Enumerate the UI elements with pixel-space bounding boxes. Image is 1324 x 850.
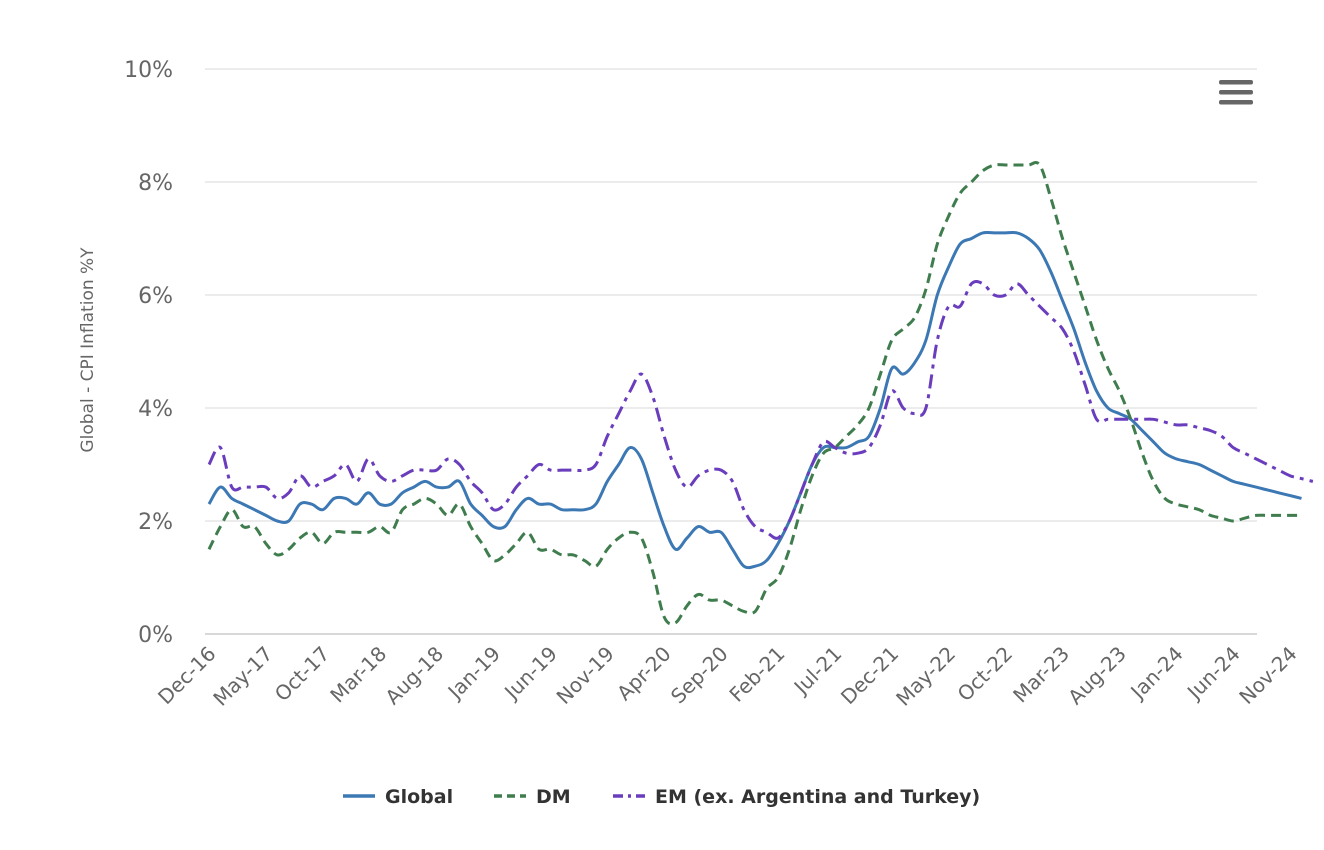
series-line-2 xyxy=(207,280,1314,540)
x-tick-label: Jan-24 xyxy=(1125,642,1188,705)
x-tick-label: Jan-19 xyxy=(442,642,505,705)
x-axis-ticks: Dec-16May-17Oct-17Mar-18Aug-18Jan-19Jun-… xyxy=(153,642,1302,711)
legend-item-global[interactable]: Global xyxy=(343,786,453,808)
x-tick-label: Mar-18 xyxy=(325,642,391,708)
hamburger-menu-icon[interactable] xyxy=(1219,80,1253,105)
y-axis-label: Global - CPI Inflation %Y xyxy=(78,247,98,453)
grid-lines xyxy=(205,68,1257,635)
x-tick-label: Nov-19 xyxy=(552,642,619,709)
x-tick-label: Apr-20 xyxy=(612,642,676,706)
x-tick-label: May-17 xyxy=(208,642,277,711)
legend-label-global: Global xyxy=(385,786,453,808)
legend: Global DM EM (ex. Argentina and Turkey) xyxy=(343,786,980,808)
legend-label-dm: DM xyxy=(536,786,571,808)
y-tick-label: 2% xyxy=(138,510,173,535)
series-line-0 xyxy=(207,230,1302,570)
series-line-1 xyxy=(207,161,1302,626)
legend-label-em: EM (ex. Argentina and Turkey) xyxy=(655,786,980,808)
series-lines xyxy=(207,161,1314,626)
x-tick-label: Oct-22 xyxy=(953,642,1018,707)
x-tick-label: Aug-23 xyxy=(1063,642,1131,710)
x-tick-label: Feb-21 xyxy=(724,642,789,707)
y-tick-label: 6% xyxy=(138,284,173,309)
x-tick-label: Jun-19 xyxy=(498,642,562,706)
x-tick-label: Mar-23 xyxy=(1008,642,1074,708)
y-tick-label: 0% xyxy=(138,623,173,648)
x-tick-label: Sep-20 xyxy=(666,642,733,709)
y-tick-label: 4% xyxy=(138,397,173,422)
legend-item-em[interactable]: EM (ex. Argentina and Turkey) xyxy=(613,786,980,808)
y-tick-label: 8% xyxy=(138,171,173,196)
x-tick-label: Aug-18 xyxy=(380,642,448,710)
y-axis-ticks: 0% 2% 4% 6% 8% 10% xyxy=(124,58,173,648)
x-tick-label: Oct-17 xyxy=(270,642,335,707)
x-tick-label: Dec-16 xyxy=(153,642,220,709)
x-tick-label: Dec-21 xyxy=(836,642,903,709)
legend-item-dm[interactable]: DM xyxy=(494,786,571,808)
x-tick-label: Nov-24 xyxy=(1234,642,1301,709)
x-tick-label: Jun-24 xyxy=(1181,642,1245,706)
y-tick-label: 10% xyxy=(124,58,173,83)
x-tick-label: May-22 xyxy=(891,642,960,711)
